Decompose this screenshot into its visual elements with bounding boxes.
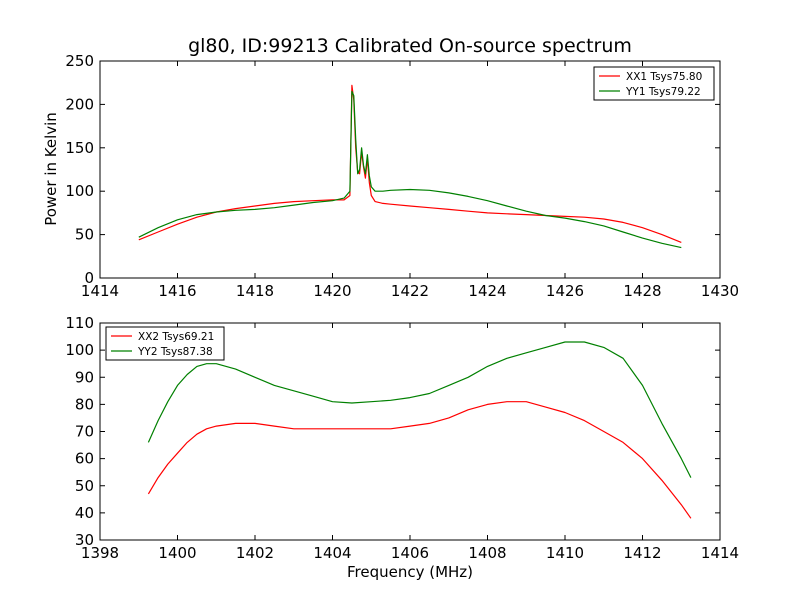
bottom-legend-label-1: XX2 Tsys69.21: [138, 331, 214, 343]
top-legend-box: [593, 66, 715, 101]
top-y-tick-label: 250: [65, 52, 94, 70]
top-x-tick-label: 1424: [468, 282, 506, 300]
top-x-tick-label: 1426: [546, 282, 584, 300]
top-x-tick-label: 1416: [158, 282, 196, 300]
top-x-tick-label: 1422: [391, 282, 429, 300]
top-x-tick-label: 1428: [623, 282, 661, 300]
top-legend-label-2: YY1 Tsys79.22: [625, 86, 701, 98]
bottom-y-tick-label: 60: [75, 450, 94, 468]
bottom-legend-label-2: YY2 Tsys87.38: [137, 346, 213, 358]
bottom-x-tick-label: 1408: [468, 544, 506, 562]
bottom-x-tick-label: 1410: [546, 544, 584, 562]
bottom-series-line-2: [147, 341, 692, 478]
top-x-tick-label: 1418: [236, 282, 274, 300]
top-legend-label-1: XX1 Tsys75.80: [626, 71, 702, 83]
bottom-x-tick-label: 1412: [623, 544, 661, 562]
bottom-series-line-1: [147, 401, 692, 519]
bottom-y-tick-label: 100: [65, 341, 94, 359]
bottom-x-tick-label: 1406: [391, 544, 429, 562]
bottom-y-tick-label: 90: [75, 368, 94, 386]
top-x-tick-label: 1430: [701, 282, 739, 300]
top-y-axis-label: Power in Kelvin: [42, 112, 60, 226]
bottom-y-tick-label: 40: [75, 504, 94, 522]
top-x-tick-label: 1420: [313, 282, 351, 300]
bottom-x-tick-label: 1414: [701, 544, 739, 562]
bottom-x-tick-label: 1402: [236, 544, 274, 562]
top-y-tick-label: 0: [84, 269, 94, 287]
bottom-x-axis-label: Frequency (MHz): [347, 563, 473, 581]
bottom-y-tick-label: 50: [75, 477, 94, 495]
bottom-legend-box: [105, 326, 225, 361]
top-y-tick-label: 200: [65, 95, 94, 113]
bottom-y-tick-label: 70: [75, 423, 94, 441]
top-y-tick-label: 50: [75, 226, 94, 244]
bottom-x-tick-label: 1398: [81, 544, 119, 562]
bottom-y-tick-label: 30: [75, 531, 94, 549]
bottom-x-tick-label: 1400: [158, 544, 196, 562]
top-y-tick-label: 100: [65, 182, 94, 200]
top-x-tick-label: 1414: [81, 282, 119, 300]
figure-title: gl80, ID:99213 Calibrated On-source spec…: [188, 35, 632, 57]
bottom-y-tick-label: 80: [75, 395, 94, 413]
bottom-x-tick-label: 1404: [313, 544, 351, 562]
top-y-tick-label: 150: [65, 139, 94, 157]
bottom-y-tick-label: 110: [65, 314, 94, 332]
top-series-line-2: [138, 90, 682, 249]
